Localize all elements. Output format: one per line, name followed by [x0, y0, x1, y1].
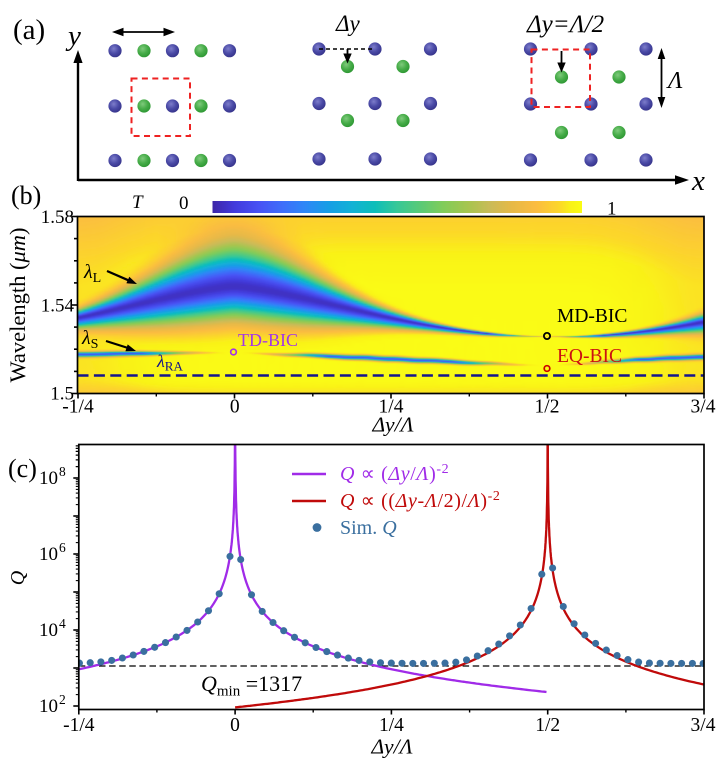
svg-text:-1/4: -1/4	[62, 397, 94, 418]
svg-text:3/4: 3/4	[691, 715, 716, 736]
svg-text:4: 4	[59, 616, 66, 631]
svg-text:EQ-BIC: EQ-BIC	[557, 346, 622, 367]
svg-text:10: 10	[39, 544, 58, 565]
svg-text:1/2: 1/2	[535, 715, 560, 736]
svg-text:10: 10	[39, 620, 58, 641]
svg-text:1/4: 1/4	[379, 397, 404, 418]
svg-text:1.54: 1.54	[41, 296, 75, 317]
svg-text:1/2: 1/2	[535, 397, 560, 418]
svg-text:Λ: Λ	[666, 68, 683, 94]
svg-text:T: T	[132, 192, 144, 213]
svg-text:2: 2	[59, 692, 66, 707]
svg-text:Δy: Δy	[335, 11, 360, 36]
svg-text:Δy/Λ: Δy/Λ	[371, 413, 413, 437]
svg-text:Q ∝ ((Δy-Λ/2)/Λ)-2: Q ∝ ((Δy-Λ/2)/Λ)-2	[340, 489, 500, 512]
svg-text:1.58: 1.58	[41, 207, 74, 228]
svg-text:-1/4: -1/4	[63, 715, 95, 736]
svg-text:1: 1	[607, 199, 617, 220]
svg-text:y: y	[65, 20, 81, 52]
svg-text:(a): (a)	[13, 14, 45, 46]
svg-text:6: 6	[59, 540, 66, 555]
svg-text:0: 0	[179, 193, 189, 214]
svg-text:x: x	[691, 165, 705, 197]
svg-text:MD-BIC: MD-BIC	[557, 306, 627, 327]
svg-text:Qmin =1317: Qmin =1317	[201, 671, 302, 700]
svg-text:0: 0	[230, 715, 240, 736]
svg-text:(b): (b)	[11, 181, 41, 210]
svg-text:3/4: 3/4	[691, 397, 716, 418]
svg-text:1/4: 1/4	[379, 715, 404, 736]
svg-text:(c): (c)	[8, 454, 37, 483]
svg-text:Q: Q	[7, 570, 29, 585]
svg-text:Wavelength (μm): Wavelength (μm)	[5, 227, 30, 382]
svg-text:Δy/Λ: Δy/Λ	[370, 735, 412, 759]
svg-text:10: 10	[39, 468, 58, 489]
svg-text:TD-BIC: TD-BIC	[238, 330, 298, 350]
svg-text:1.5: 1.5	[50, 384, 74, 405]
svg-text:Sim. Q: Sim. Q	[340, 517, 397, 539]
svg-text:8: 8	[59, 464, 66, 479]
svg-text:0: 0	[230, 397, 240, 418]
svg-text:Q ∝ (Δy/Λ)-2: Q ∝ (Δy/Λ)-2	[340, 462, 449, 485]
svg-text:Δy=Λ/2: Δy=Λ/2	[526, 11, 604, 38]
svg-text:10: 10	[39, 696, 58, 717]
